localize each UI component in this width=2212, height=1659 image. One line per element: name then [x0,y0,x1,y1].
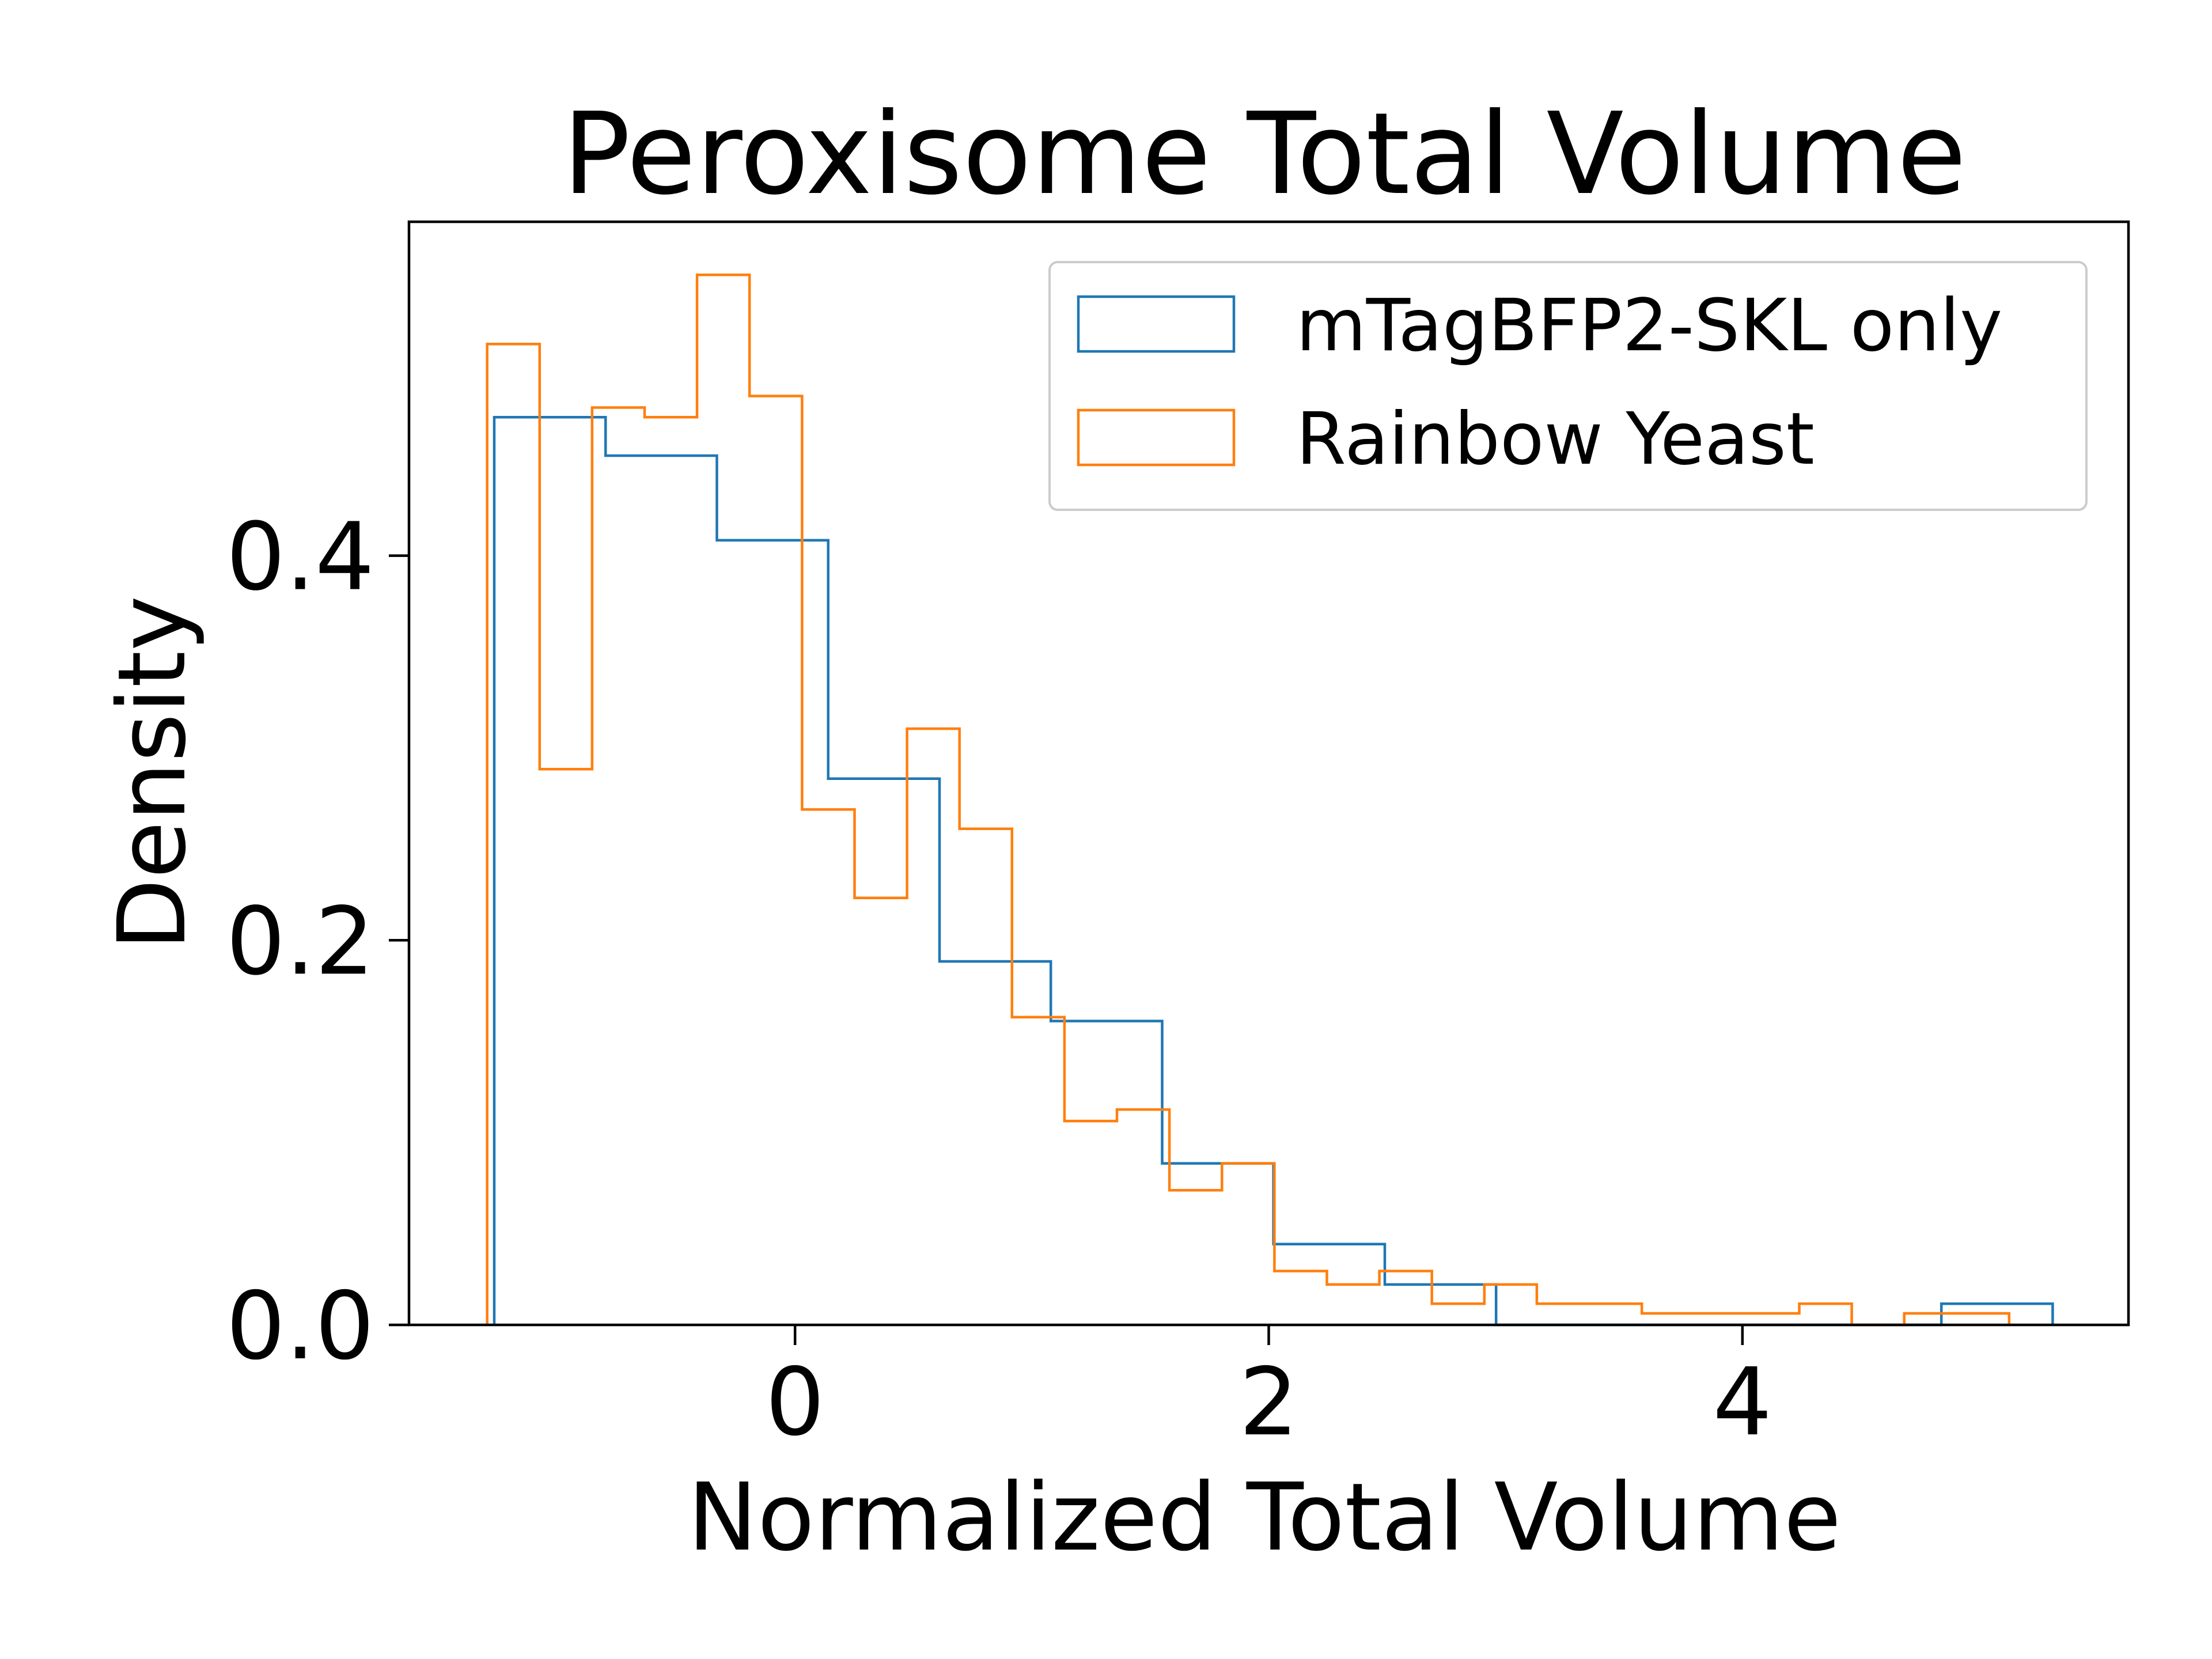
legend-label-rainbow-yeast: Rainbow Yeast [1296,397,1815,481]
legend-swatch-mtagbfp2 [1077,295,1236,353]
y-axis-label: Density [99,596,207,950]
legend-label-mtagbfp2: mTagBFP2-SKL only [1296,284,2002,368]
y-tick-label: 0.4 [226,503,374,612]
x-tick-label: 2 [1239,1349,1298,1457]
x-axis-label: Normalized Total Volume [688,1464,1842,1572]
x-tick-label: 4 [1713,1349,1772,1457]
legend-frame [1048,261,2088,511]
y-tick-label: 0.0 [226,1272,374,1381]
histogram-step-rainbow-yeast [486,273,2011,1327]
legend: mTagBFP2-SKL only Rainbow Yeast [1048,261,2088,511]
chart-title: Peroxisome Total Volume [562,89,1966,220]
legend-swatch-rainbow-yeast [1077,408,1236,467]
x-tick-label: 0 [766,1349,825,1457]
x-axis: 0 2 4 [766,1325,1772,1457]
y-axis: 0.0 0.2 0.4 [226,503,409,1381]
y-tick-label: 0.2 [226,888,374,996]
